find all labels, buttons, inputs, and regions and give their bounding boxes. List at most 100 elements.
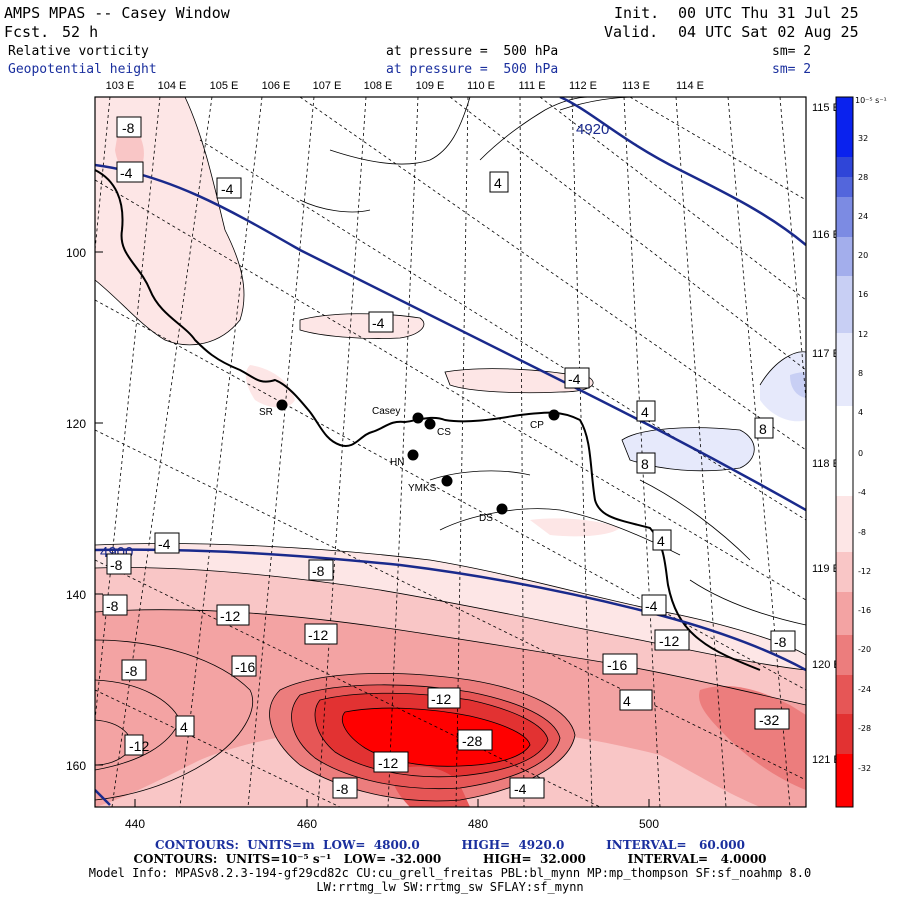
vort-label: -4 <box>116 161 144 183</box>
negative-vorticity-shading <box>95 97 806 807</box>
svg-text:-4: -4 <box>221 181 234 197</box>
field1-level: at pressure = 500 hPa <box>386 44 559 59</box>
svg-text:-4: -4 <box>568 371 581 387</box>
svg-text:-16: -16 <box>235 659 255 675</box>
vort-label: 4 <box>652 529 672 551</box>
svg-text:-12: -12 <box>378 755 398 771</box>
forecast-value: 52 h <box>62 23 99 41</box>
svg-text:4: 4 <box>657 533 665 549</box>
top-lon-label: 108 E <box>364 80 393 92</box>
svg-text:-8: -8 <box>106 598 119 614</box>
svg-text:-4: -4 <box>120 165 133 181</box>
colorbar-level: -20 <box>858 645 871 654</box>
bottom-axis-labels: 440 460 480 500 <box>125 817 659 831</box>
station-cp: CP <box>530 409 560 431</box>
map-plot-area: 4920 4900 -8 -4 -4 4 -4 -4 4 8 8 -4 -8 -… <box>95 97 806 807</box>
top-lon-label: 114 E <box>676 80 704 92</box>
vorticity-labels: -8 -4 -4 4 -4 -4 4 8 8 -4 -8 -8 -8 4 -4 … <box>102 116 796 799</box>
vort-label: -4 <box>564 367 590 389</box>
right-lon-label: 115 E <box>812 102 840 114</box>
field1-sm: sm= 2 <box>772 44 812 59</box>
svg-text:-8: -8 <box>336 781 349 797</box>
svg-text:-8: -8 <box>312 563 325 579</box>
vort-label: -12 <box>304 623 338 645</box>
svg-text:-12: -12 <box>308 627 328 643</box>
colorbar-level: 20 <box>858 251 868 260</box>
height-contour-info: CONTOURS: UNITS=m LOW= 4800.0 HIGH= 4920… <box>155 838 745 852</box>
svg-text:-32: -32 <box>759 712 779 728</box>
colorbar-level: 28 <box>858 173 868 182</box>
svg-text:CS: CS <box>437 427 451 438</box>
vort-label: -8 <box>106 553 132 575</box>
valid-value: 04 UTC Sat 02 Aug 25 <box>678 23 859 41</box>
height-contour-4900 <box>95 548 806 672</box>
colorbar-level: 16 <box>858 290 868 299</box>
colorbar-unit: 10⁻⁵ s⁻¹ <box>855 96 887 105</box>
axis-ticks <box>95 251 650 807</box>
stations: SR Casey CS CP HN YMKS DS <box>259 399 560 524</box>
station-casey: Casey <box>372 406 424 424</box>
top-lon-label: 106 E <box>262 80 291 92</box>
height-label-4920: 4920 <box>576 121 609 138</box>
x-tick-label: 480 <box>468 817 488 831</box>
field1-name: Relative vorticity <box>8 44 149 59</box>
vort-label: -12 <box>373 751 409 773</box>
vort-label: -4 <box>154 532 180 554</box>
colorbar-level: -16 <box>858 606 871 615</box>
vorticity-contours <box>95 97 806 802</box>
vort-label: -4 <box>509 777 545 799</box>
top-lon-label: 113 E <box>622 80 650 92</box>
svg-text:4: 4 <box>623 693 631 709</box>
colorbar-level: 12 <box>858 330 868 339</box>
colorbar-level: 4 <box>858 408 863 417</box>
right-lon-label: 121 E <box>812 754 841 766</box>
svg-text:-4: -4 <box>514 781 527 797</box>
vort-label: 4 <box>619 689 653 711</box>
vort-label: -8 <box>102 594 128 616</box>
top-lon-label: 103 E <box>106 80 135 92</box>
vort-label: 4 <box>489 171 509 193</box>
svg-text:SR: SR <box>259 407 273 418</box>
colorbar-level: -24 <box>858 685 871 694</box>
svg-text:-4: -4 <box>158 536 171 552</box>
right-lon-label: 117 E <box>812 348 840 360</box>
svg-text:8: 8 <box>759 421 767 437</box>
right-lon-label: 120 E <box>812 659 841 671</box>
colorbar-level: 32 <box>858 134 868 143</box>
top-lon-label: 110 E <box>467 80 495 92</box>
vort-label: -12 <box>216 604 250 626</box>
height-contours <box>95 97 806 806</box>
vort-label: -16 <box>602 653 638 675</box>
colorbar-level: -12 <box>858 567 871 576</box>
plot-title: AMPS MPAS -- Casey Window <box>4 4 230 22</box>
station-ymks: YMKS <box>408 475 453 494</box>
vort-label: -16 <box>231 655 257 677</box>
right-lon-label: 119 E <box>812 563 840 575</box>
svg-text:-8: -8 <box>110 557 123 573</box>
vort-label: -12 <box>654 629 690 651</box>
graticule <box>95 97 806 807</box>
svg-text:-8: -8 <box>125 663 138 679</box>
svg-text:-12: -12 <box>431 691 451 707</box>
svg-text:-8: -8 <box>122 120 135 136</box>
colorbar-levels: 32 28 24 20 16 12 8 4 0 -4 -8 -12 -16 -2… <box>858 134 871 773</box>
vort-label: -4 <box>216 177 242 199</box>
svg-text:-16: -16 <box>607 657 627 673</box>
vort-label: -8 <box>308 559 334 581</box>
right-lon-label: 116 E <box>812 229 840 241</box>
forecast-label: Fcst. <box>4 23 50 41</box>
svg-text:HN: HN <box>390 457 404 468</box>
svg-text:-8: -8 <box>774 634 787 650</box>
init-label: Init. <box>614 4 660 22</box>
vort-label: -4 <box>641 594 667 616</box>
vort-label: 8 <box>636 452 656 474</box>
vort-label: -8 <box>770 630 796 652</box>
svg-text:-4: -4 <box>645 598 658 614</box>
vort-label: -4 <box>368 311 394 333</box>
svg-text:DS: DS <box>479 513 493 524</box>
top-lon-label: 107 E <box>313 80 342 92</box>
x-tick-label: 500 <box>639 817 659 831</box>
svg-text:-4: -4 <box>372 315 385 331</box>
svg-text:8: 8 <box>641 456 649 472</box>
